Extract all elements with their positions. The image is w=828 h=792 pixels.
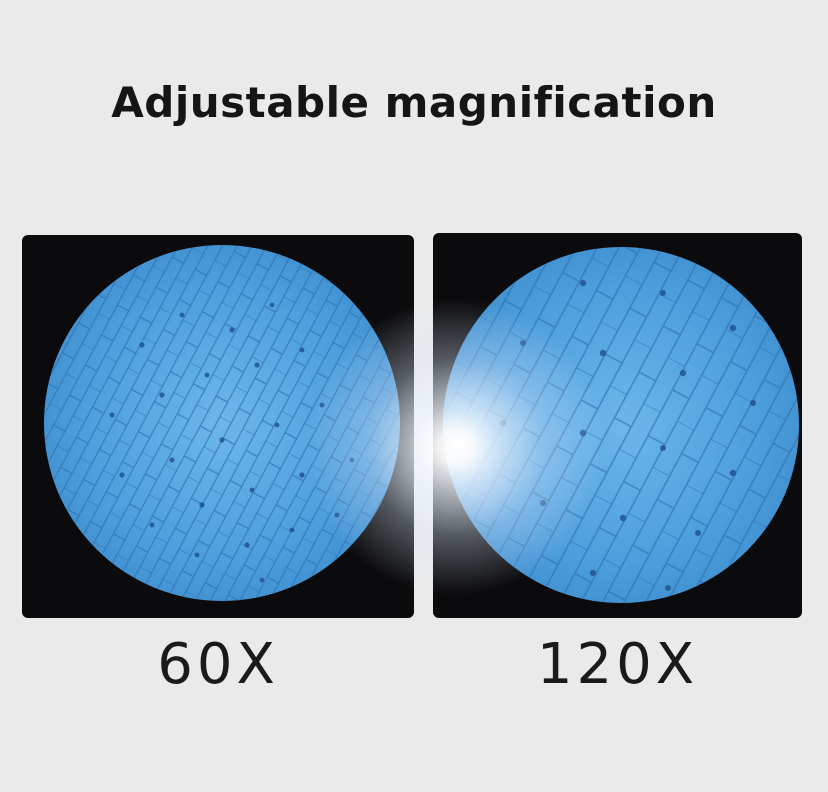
magnification-label-120x: 120X bbox=[536, 632, 699, 697]
microscope-view-120x bbox=[433, 233, 802, 618]
cell-image-60x bbox=[44, 245, 400, 601]
page-title: Adjustable magnification bbox=[111, 78, 717, 127]
cell-image-120x bbox=[443, 247, 799, 603]
magnification-label-60x: 60X bbox=[157, 632, 279, 697]
microscope-view-60x bbox=[22, 235, 414, 618]
